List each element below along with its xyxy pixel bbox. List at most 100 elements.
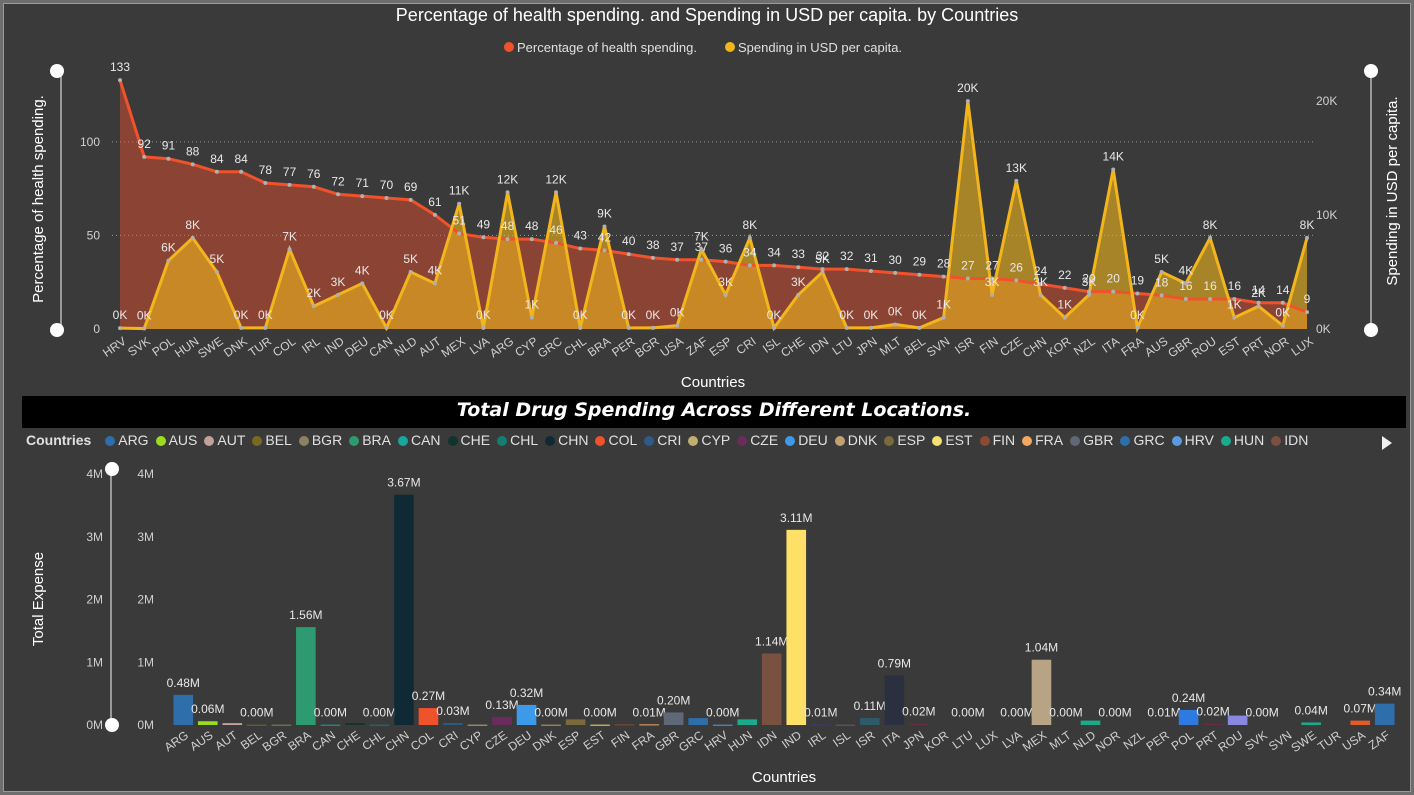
usd-point <box>893 322 898 327</box>
usd-point <box>1305 235 1309 240</box>
bar-rou <box>1227 715 1248 725</box>
pct-data-label: 34 <box>767 245 781 259</box>
bar-data-label: 0.00M <box>1098 706 1131 720</box>
legend-item-aus[interactable]: AUS <box>155 432 197 448</box>
legend-item-che[interactable]: CHE <box>447 432 490 448</box>
legend-item-idn[interactable]: IDN <box>1271 432 1308 448</box>
usd-point <box>1232 315 1237 320</box>
legend-item-chn[interactable]: CHN <box>545 432 588 448</box>
usd-data-label: 0K <box>839 308 854 322</box>
usd-data-label: 0K <box>767 308 782 322</box>
pct-data-label: 28 <box>937 257 951 271</box>
bar-zaf <box>1374 703 1395 725</box>
legend-item-chl[interactable]: CHL <box>497 432 538 448</box>
usd-data-label: 5K <box>815 252 830 266</box>
bar-mex <box>1031 659 1052 725</box>
x-tick-label: NZL <box>1121 728 1148 753</box>
legend-item-fin[interactable]: FIN <box>979 432 1015 448</box>
usd-point <box>554 190 559 195</box>
bar-fra <box>639 724 659 726</box>
legend-dot-icon <box>298 436 309 446</box>
x-tick-label: MLT <box>1047 728 1075 753</box>
legend-item-esp[interactable]: ESP <box>884 432 925 448</box>
pct-data-label: 33 <box>792 247 806 261</box>
bar-pol <box>1178 709 1199 725</box>
usd-point <box>408 270 413 275</box>
legend-item-col[interactable]: COL <box>595 432 637 448</box>
legend-item-gbr[interactable]: GBR <box>1070 432 1113 448</box>
x-tick-label: CRI <box>436 728 461 751</box>
y-left-axis-title: Percentage of health spending. <box>30 95 47 303</box>
bar-data-label: 1.04M <box>1025 641 1058 655</box>
legend-item-cyp[interactable]: CYP <box>688 432 730 448</box>
usd-data-label: 11K <box>449 184 469 198</box>
bar-data-label: 0.27M <box>412 689 445 703</box>
x-tick-label: IDN <box>754 728 779 751</box>
bar-data-label: 0.03M <box>436 704 469 718</box>
legend-dot-icon <box>785 436 796 446</box>
legend-label: CYP <box>701 432 731 448</box>
legend-label: DNK <box>847 432 878 448</box>
usd-data-label: 3K <box>791 275 806 289</box>
x-tick-label: SVN <box>1266 728 1294 754</box>
countries-legend: Countries ARG AUS AUT BEL BGR BRA CAN CHE CHL CHN… <box>26 432 1376 454</box>
pct-data-label: 9 <box>1304 292 1311 306</box>
bar-usa <box>1350 720 1371 725</box>
x-tick-label: DNK <box>221 334 250 360</box>
legend-item-grc[interactable]: GRC <box>1120 432 1165 448</box>
usd-point <box>166 258 171 263</box>
usd-data-label: 5K <box>210 252 225 266</box>
x-tick-label: EST <box>581 728 609 753</box>
pct-data-label: 43 <box>574 229 588 243</box>
bar-prt <box>1203 723 1223 725</box>
legend-item-can[interactable]: CAN <box>397 432 441 448</box>
pct-point <box>965 276 970 281</box>
left-slider-bottom-handle <box>50 323 64 337</box>
bar-kor <box>933 724 954 726</box>
usd-data-label: 7K <box>282 229 297 243</box>
usd-data-label: 4K <box>1179 263 1194 277</box>
pct-data-label: 84 <box>234 152 248 166</box>
legend-next-arrow-icon[interactable] <box>1382 436 1392 450</box>
legend-dot-icon <box>105 436 116 446</box>
x-tick-label: DNK <box>530 728 559 754</box>
bar-swe <box>1301 722 1321 725</box>
legend-label: BRA <box>362 432 391 448</box>
pct-data-label: 133 <box>110 60 130 74</box>
pct-data-label: 16 <box>1179 279 1193 293</box>
pct-data-label: 18 <box>1155 275 1169 289</box>
legend-item-aut[interactable]: AUT <box>204 432 245 448</box>
x-tick-label: IRL <box>299 334 323 356</box>
x-tick-label: COL <box>270 334 299 360</box>
legend-item-bel[interactable]: BEL <box>252 432 292 448</box>
legend-label: BGR <box>311 432 343 448</box>
legend-item-hrv[interactable]: HRV <box>1171 432 1214 448</box>
legend-dot-icon <box>349 436 360 446</box>
legend-item-dnk[interactable]: DNK <box>834 432 878 448</box>
y-slider-bottom-handle <box>105 718 119 732</box>
bar-data-label: 0.07M <box>1344 702 1377 716</box>
legend-label: ESP <box>897 432 926 448</box>
x-tick-label: CHL <box>561 334 589 359</box>
pct-data-label: 70 <box>380 178 394 192</box>
x-tick-label: TUR <box>1315 728 1344 754</box>
left-slider-top-handle <box>50 64 64 78</box>
legend-item-arg[interactable]: ARG <box>105 432 149 448</box>
bar-data-label: 0.01M <box>804 705 837 719</box>
bar-tur <box>1325 724 1346 726</box>
legend-item-cri[interactable]: CRI <box>644 432 681 448</box>
legend-item-bgr[interactable]: BGR <box>298 432 343 448</box>
legend-item-fra[interactable]: FRA <box>1022 432 1063 448</box>
legend-item-hun[interactable]: HUN <box>1220 432 1264 448</box>
legend-item-est[interactable]: EST <box>932 432 973 448</box>
pct-data-label: 72 <box>331 174 345 188</box>
bar-grc <box>688 718 708 725</box>
usd-point <box>481 325 486 330</box>
bar-data-label: 0.00M <box>363 706 396 720</box>
legend-item-cze[interactable]: CZE <box>737 432 778 448</box>
legend-item-deu[interactable]: DEU <box>785 432 828 448</box>
legend-item-bra[interactable]: BRA <box>349 432 391 448</box>
slider-tick-label: 4M <box>86 467 103 481</box>
x-tick-label: POL <box>149 334 177 359</box>
usd-point <box>118 326 122 331</box>
